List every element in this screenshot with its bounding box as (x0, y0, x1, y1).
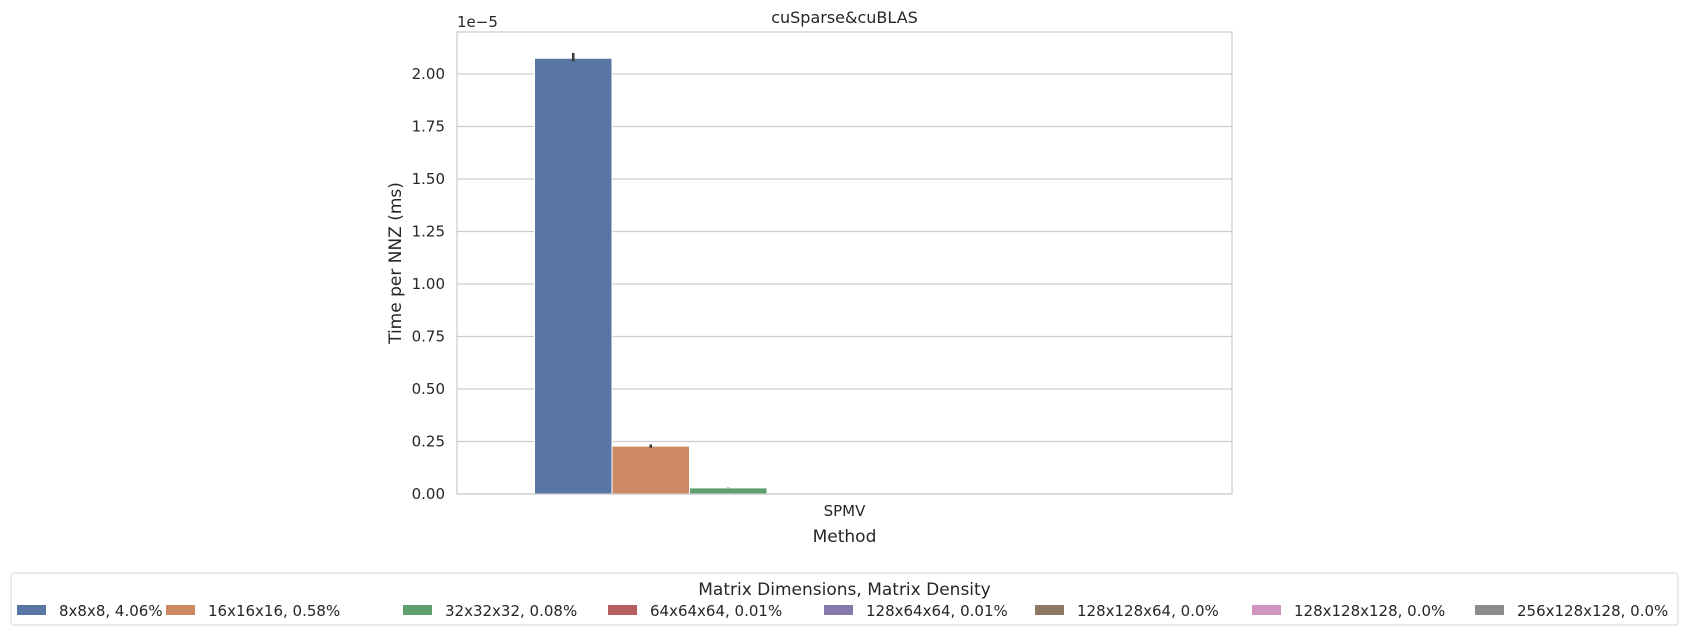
legend-swatch (403, 605, 432, 615)
legend-label: 128x64x64, 0.01% (866, 602, 1008, 620)
legend-swatch (1252, 605, 1281, 615)
legend-swatch (166, 605, 195, 615)
y-tick-label: 0.75 (412, 328, 445, 346)
y-axis-offset-label: 1e−5 (457, 13, 498, 31)
legend: Matrix Dimensions, Matrix Density 8x8x8,… (10, 572, 1679, 626)
y-tick-label: 1.00 (412, 275, 445, 293)
legend-label: 32x32x32, 0.08% (445, 602, 577, 620)
legend-label: 8x8x8, 4.06% (59, 602, 163, 620)
y-tick-label: 0.25 (412, 433, 445, 451)
bar-2 (611, 445, 690, 495)
legend-swatch (17, 605, 46, 615)
y-tick-label: 0.00 (412, 485, 445, 503)
error-bars (571, 53, 730, 489)
legend-swatch (1475, 605, 1504, 615)
x-axis-title: Method (813, 527, 877, 547)
bar-1 (534, 57, 613, 495)
y-tick-label: 1.50 (412, 170, 445, 188)
y-tick-label: 0.50 (412, 380, 445, 398)
y-tick-label: 2.00 (412, 65, 445, 83)
y-axis-title: Time per NNZ (ms) (386, 182, 406, 345)
legend-title: Matrix Dimensions, Matrix Density (698, 580, 991, 600)
legend-label: 128x128x128, 0.0% (1294, 602, 1445, 620)
y-tick-label: 1.75 (412, 118, 445, 136)
y-axis-ticks: 0.00 0.25 0.50 0.75 1.00 1.25 1.50 1.75 2.00 (412, 65, 445, 503)
bar-3 (689, 487, 768, 495)
plot-area-frame (456, 31, 1233, 495)
legend-label: 64x64x64, 0.01% (650, 602, 782, 620)
legend-swatch (608, 605, 637, 615)
chart-title: cuSparse&cuBLAS (771, 8, 918, 27)
legend-label: 128x128x64, 0.0% (1077, 602, 1219, 620)
legend-swatch (824, 605, 853, 615)
x-tick-label: SPMV (824, 502, 867, 520)
legend-items: 8x8x8, 4.06% 16x16x16, 0.58% 32x32x32, 0.0… (17, 602, 1668, 620)
legend-swatch (1035, 605, 1064, 615)
y-tick-label: 1.25 (412, 223, 445, 241)
legend-label: 256x128x128, 0.0% (1517, 602, 1668, 620)
x-axis-ticks: SPMV (824, 502, 867, 520)
legend-label: 16x16x16, 0.58% (208, 602, 340, 620)
bars (534, 57, 768, 495)
